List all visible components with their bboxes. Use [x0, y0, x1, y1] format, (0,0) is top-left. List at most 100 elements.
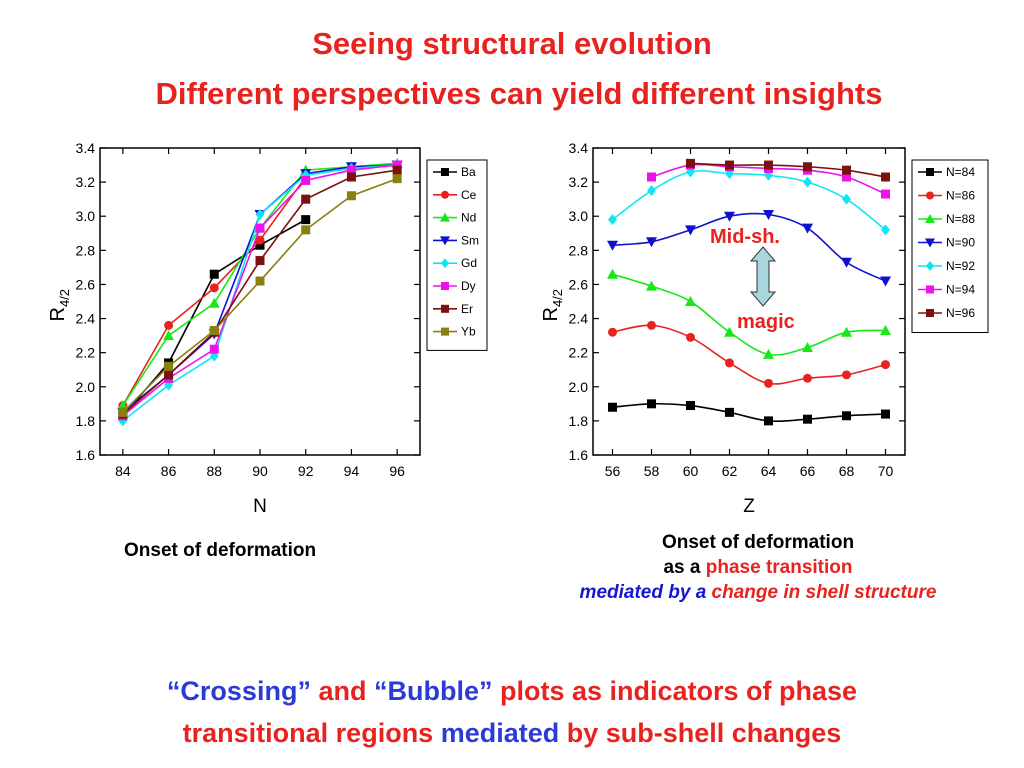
data-point [301, 175, 311, 185]
legend-label: N=94 [946, 283, 975, 297]
y-axis-label: R4/2 [47, 289, 72, 322]
data-point [255, 223, 265, 233]
series-line [690, 162, 886, 178]
data-point [392, 165, 402, 175]
y-tick-label: 2.2 [76, 345, 96, 361]
data-point [209, 325, 219, 335]
data-point [607, 268, 618, 279]
data-point [647, 172, 656, 182]
data-point [346, 191, 356, 201]
legend-label: N=86 [946, 189, 975, 203]
data-point [647, 185, 656, 197]
x-tick-label: 64 [761, 463, 777, 479]
data-point [607, 240, 618, 251]
data-point [608, 402, 617, 412]
data-point [255, 209, 265, 221]
data-point [842, 172, 851, 182]
y-tick-label: 3.4 [569, 140, 589, 156]
data-point [763, 210, 774, 221]
data-point [118, 407, 128, 417]
y-axis-label-main: R [47, 307, 69, 321]
legend-marker [925, 214, 935, 223]
data-point [392, 174, 402, 184]
legend-label: Dy [461, 279, 476, 293]
x-tick-label: 92 [298, 463, 314, 479]
data-point [209, 350, 219, 362]
data-point [881, 189, 890, 199]
x-tick-label: 60 [683, 463, 699, 479]
data-point [208, 297, 220, 308]
data-point [881, 224, 890, 236]
data-point [880, 276, 891, 287]
data-point [608, 214, 617, 226]
x-tick-label: 66 [800, 463, 816, 479]
conclusion-text-part: and [310, 676, 374, 706]
legend-box [911, 159, 989, 333]
data-point [346, 165, 356, 175]
data-point [392, 160, 402, 170]
y-axis-label: R4/2 [540, 289, 565, 322]
x-tick-label: 88 [206, 463, 222, 479]
data-point [686, 158, 695, 168]
data-point [646, 237, 657, 248]
legend-marker [440, 212, 450, 222]
data-point [301, 215, 311, 225]
y-tick-label: 3.2 [569, 174, 589, 190]
y-tick-label: 2.4 [569, 311, 589, 327]
slide-subtitle: Different perspectives can yield differe… [155, 76, 883, 111]
data-point [255, 276, 265, 286]
legend-box [426, 159, 488, 351]
legend-marker [925, 238, 935, 248]
legend-marker [926, 191, 934, 200]
y-axis-label-sub: 4/2 [57, 289, 72, 307]
data-point [881, 360, 890, 370]
caption-highlight: change in shell structure [711, 582, 937, 603]
data-point [803, 176, 812, 188]
data-point [686, 401, 695, 411]
caption-text: as a [663, 557, 706, 578]
conclusion-text-part: by sub-shell changes [559, 718, 842, 748]
data-point [724, 326, 735, 337]
bubble-plot: 1.6 1.8 2.0 2.2 2.4 2.6 2.8 3.0 3.2 3.4 56 58 60 62 64… [540, 140, 989, 517]
data-point [164, 320, 174, 330]
conclusion-line1: “Crossing” and “Bubble” plots as indicat… [0, 670, 1024, 712]
legend-label: Ce [461, 188, 477, 202]
data-point [255, 256, 265, 266]
data-point [803, 373, 812, 383]
data-point [725, 160, 734, 170]
data-point [164, 361, 174, 371]
conclusion-text-part: transitional regions [182, 718, 441, 748]
data-point [725, 358, 734, 368]
legend-marker [926, 285, 934, 294]
data-point [725, 407, 734, 417]
x-tick-label: 68 [839, 463, 855, 479]
y-tick-label: 1.6 [76, 447, 96, 463]
legend-marker [441, 190, 449, 199]
data-point [842, 370, 851, 380]
series-line [122, 169, 398, 415]
y-tick-label: 2.0 [76, 379, 96, 395]
data-point [764, 416, 773, 426]
series-line [122, 164, 398, 413]
y-tick-label: 2.6 [76, 276, 96, 292]
double-arrow [749, 246, 777, 307]
x-tick-label: 94 [344, 463, 360, 479]
legend-label: N=88 [946, 212, 975, 226]
data-point [117, 400, 129, 411]
data-point [763, 348, 774, 359]
data-point [802, 223, 813, 234]
y-tick-label: 1.8 [76, 413, 96, 429]
caption-highlight: phase transition [705, 557, 853, 578]
x-tick-label: 84 [115, 463, 131, 479]
x-tick-label: 90 [252, 463, 268, 479]
y-tick-label: 2.6 [569, 276, 589, 292]
y-tick-label: 3.0 [569, 208, 589, 224]
data-point [164, 379, 174, 391]
keyword-bubble: “Bubble” [373, 676, 493, 706]
legend-label: Ba [461, 165, 476, 179]
magic-annotation: magic [737, 311, 795, 333]
data-point [842, 411, 851, 421]
right-caption-line1: Onset of deformation [661, 532, 855, 553]
data-point [209, 283, 219, 293]
data-point [685, 296, 696, 306]
